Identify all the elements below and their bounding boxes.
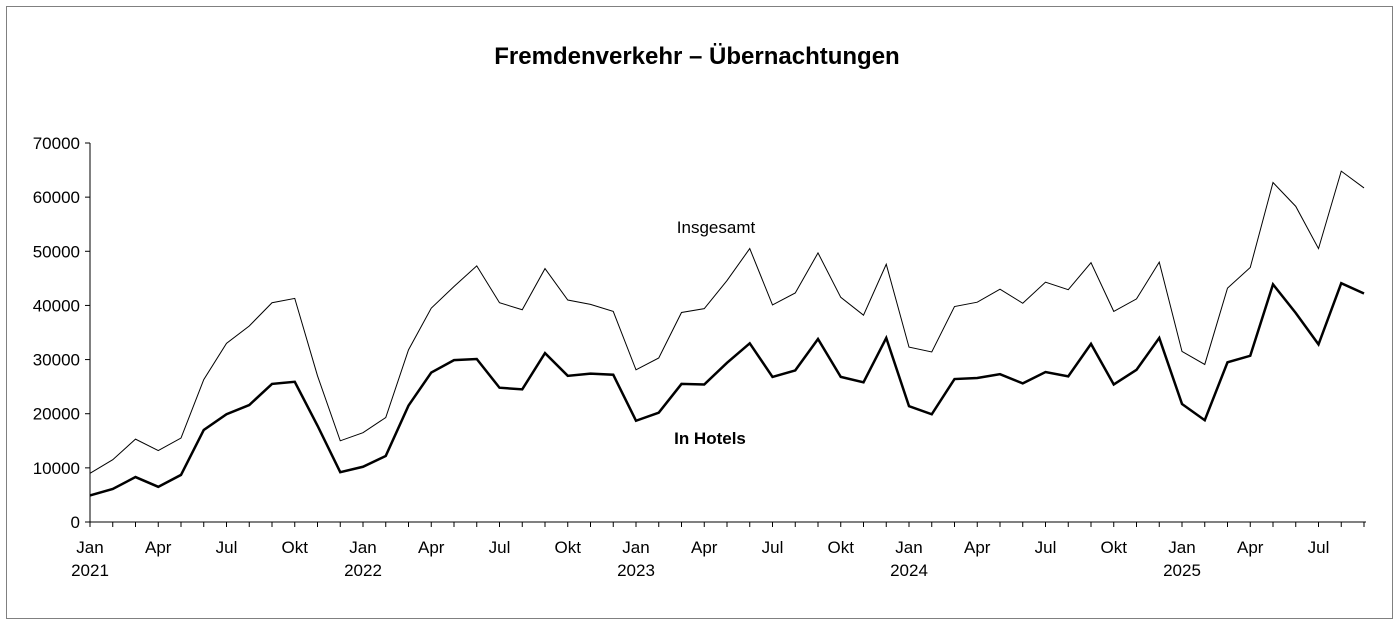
series-line [89, 281, 1365, 497]
x-tick-label: Jan [895, 538, 922, 557]
y-tick-label: 40000 [33, 296, 80, 315]
y-tick-label: 60000 [33, 188, 80, 207]
x-tick-label: Okt [555, 538, 582, 557]
y-tick-label: 30000 [33, 351, 80, 370]
series-line [89, 170, 1365, 474]
series-label: Insgesamt [677, 218, 756, 237]
x-tick-label: Jan [622, 538, 649, 557]
x-tick-label: Apr [964, 538, 991, 557]
x-tick-label: Jul [489, 538, 511, 557]
x-year-label: 2025 [1163, 561, 1201, 580]
x-year-label: 2023 [617, 561, 655, 580]
x-tick-label: Jan [76, 538, 103, 557]
x-year-label: 2024 [890, 561, 928, 580]
x-tick-label: Apr [1237, 538, 1264, 557]
x-tick-label: Apr [691, 538, 718, 557]
x-tick-label: Jan [349, 538, 376, 557]
x-tick-label: Jan [1168, 538, 1195, 557]
x-tick-label: Okt [828, 538, 855, 557]
x-tick-label: Okt [1101, 538, 1128, 557]
x-year-label: 2022 [344, 561, 382, 580]
chart-border [6, 6, 1393, 619]
x-tick-label: Okt [282, 538, 309, 557]
y-tick-label: 70000 [33, 134, 80, 153]
y-tick-label: 20000 [33, 405, 80, 424]
x-tick-label: Apr [145, 538, 172, 557]
x-year-label: 2021 [71, 561, 109, 580]
x-tick-label: Jul [1308, 538, 1330, 557]
y-tick-label: 50000 [33, 242, 80, 261]
x-tick-label: Jul [762, 538, 784, 557]
x-tick-label: Jul [1035, 538, 1057, 557]
x-tick-label: Jul [216, 538, 238, 557]
x-tick-label: Apr [418, 538, 445, 557]
chart-title: Fremdenverkehr – Übernachtungen [494, 43, 899, 70]
y-tick-label: 0 [71, 513, 80, 532]
y-tick-label: 10000 [33, 459, 80, 478]
series-label: In Hotels [674, 429, 746, 448]
